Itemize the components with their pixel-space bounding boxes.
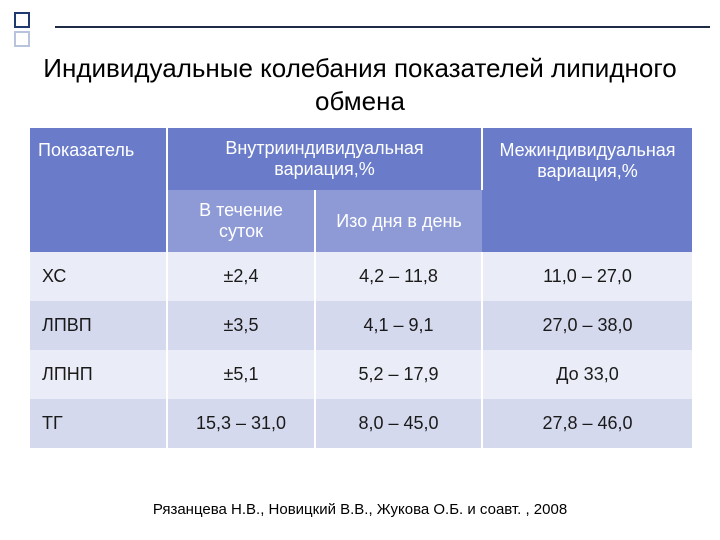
square-icon xyxy=(14,31,30,47)
cell: 8,0 – 45,0 xyxy=(315,399,482,448)
decorative-bullets xyxy=(14,12,30,47)
cell-label: ЛПНП xyxy=(30,350,167,399)
header-rule xyxy=(55,26,710,28)
citation-text: Рязанцева Н.В., Новицкий В.В., Жукова О.… xyxy=(0,501,720,518)
cell: ±5,1 xyxy=(167,350,315,399)
col-subheader-within-day: В течение суток xyxy=(167,190,315,252)
table-row: ТГ 15,3 – 31,0 8,0 – 45,0 27,8 – 46,0 xyxy=(30,399,692,448)
cell-label: ЛПВП xyxy=(30,301,167,350)
col-header-intra: Внутрииндивидуальная вариация,% xyxy=(167,128,482,190)
cell: 11,0 – 27,0 xyxy=(482,252,692,301)
cell-label: ХС xyxy=(30,252,167,301)
table-row: ХС ±2,4 4,2 – 11,8 11,0 – 27,0 xyxy=(30,252,692,301)
table-row: ЛПВП ±3,5 4,1 – 9,1 27,0 – 38,0 xyxy=(30,301,692,350)
lipid-variation-table: Показатель Внутрииндивидуальная вариация… xyxy=(30,128,692,448)
cell: 27,0 – 38,0 xyxy=(482,301,692,350)
slide-title: Индивидуальные колебания показателей лип… xyxy=(0,52,720,117)
cell: 27,8 – 46,0 xyxy=(482,399,692,448)
square-icon xyxy=(14,12,30,28)
cell-label: ТГ xyxy=(30,399,167,448)
col-header-indicator: Показатель xyxy=(30,128,167,252)
cell: ±2,4 xyxy=(167,252,315,301)
table-row: ЛПНП ±5,1 5,2 – 17,9 До 33,0 xyxy=(30,350,692,399)
cell: 4,2 – 11,8 xyxy=(315,252,482,301)
cell: 15,3 – 31,0 xyxy=(167,399,315,448)
cell: До 33,0 xyxy=(482,350,692,399)
cell: 5,2 – 17,9 xyxy=(315,350,482,399)
col-subheader-day-to-day: Изо дня в день xyxy=(315,190,482,252)
cell: ±3,5 xyxy=(167,301,315,350)
col-header-inter: Межиндивидуальная вариация,% xyxy=(482,128,692,252)
cell: 4,1 – 9,1 xyxy=(315,301,482,350)
